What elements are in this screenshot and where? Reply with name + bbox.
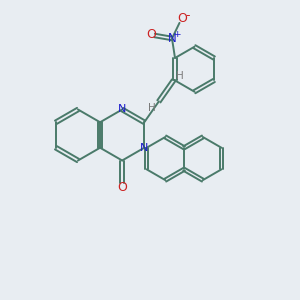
Text: H: H <box>148 103 156 113</box>
Text: O: O <box>146 28 156 41</box>
Text: N: N <box>118 104 126 115</box>
Text: N: N <box>168 32 176 45</box>
Text: N: N <box>140 143 148 153</box>
Text: +: + <box>173 30 181 39</box>
Text: O: O <box>117 181 127 194</box>
Text: -: - <box>186 9 190 22</box>
Text: H: H <box>176 71 184 81</box>
Text: O: O <box>177 13 187 26</box>
